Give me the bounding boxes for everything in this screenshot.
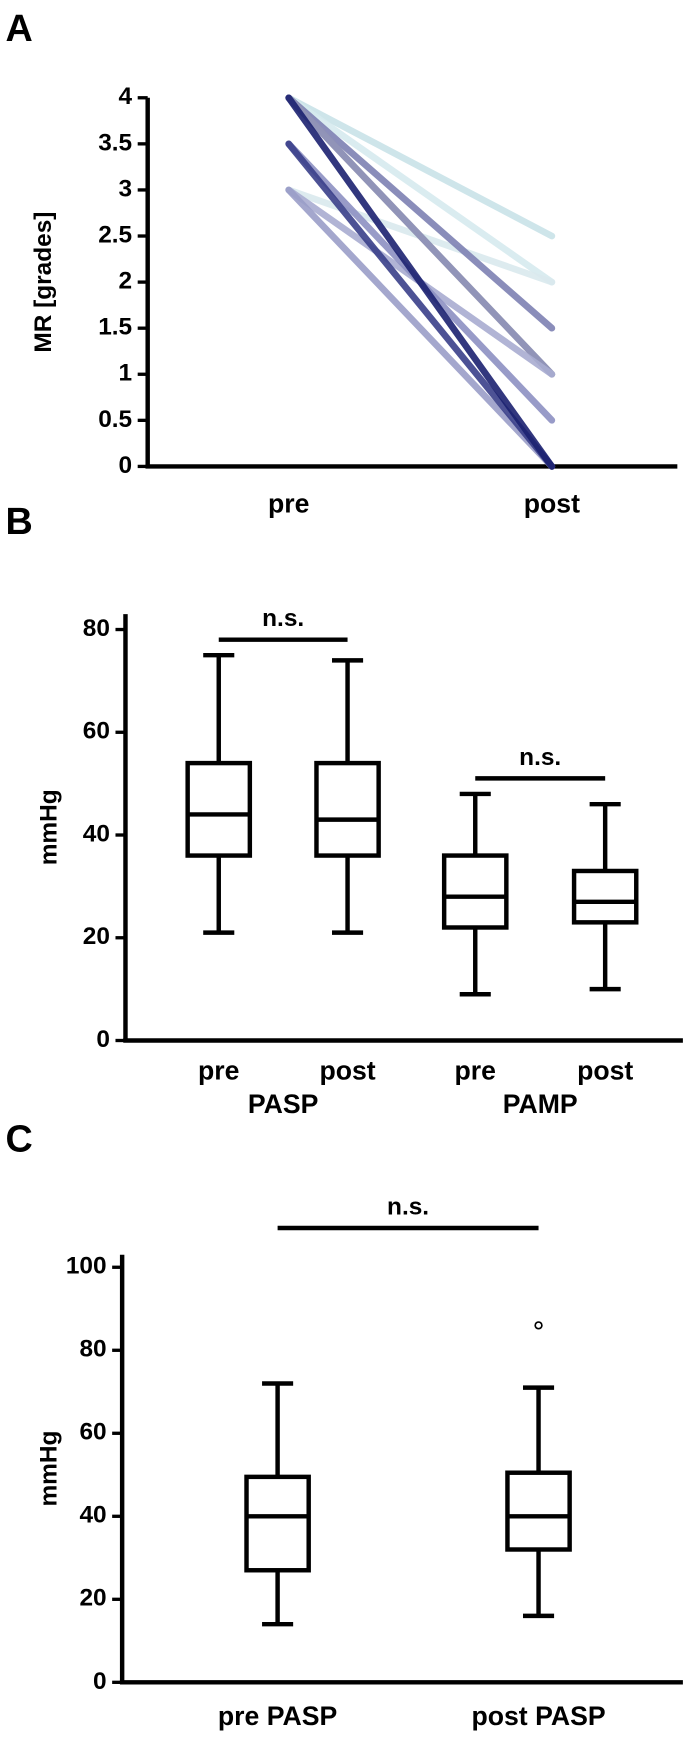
x-tick-label: post [319,1056,375,1086]
y-tick-label: 20 [83,923,110,950]
box [441,853,509,930]
pair-line [285,94,556,470]
y-tick-label: 0 [96,1026,110,1053]
y-tick-label: 20 [79,1585,106,1612]
y-tick-label: 80 [79,1336,106,1363]
x-tick-label: pre PASP [218,1701,337,1731]
pair-line [285,140,556,470]
x-tick-label: post [577,1056,633,1086]
pair-line [285,94,556,286]
pair-line [285,94,556,332]
y-tick-label: 80 [83,615,110,642]
y-axis-label: MR [grades] [30,212,57,353]
y-tick-label: 4 [119,83,133,110]
x-tick-label: pre [268,488,309,518]
pair-line [285,94,556,240]
group-label: PASP [248,1089,319,1119]
panel-label: C [6,1118,33,1160]
box [185,760,253,858]
box [571,868,639,925]
x-tick-label: pre [198,1056,239,1086]
y-tick-label: 0 [119,452,133,479]
panel-label: B [6,500,33,542]
annotation: n.s. [519,744,561,771]
y-axis-label: mmHg [35,1431,62,1507]
y-axis-label: mmHg [35,789,62,865]
y-tick-label: 1.5 [98,314,132,341]
outlier [534,1321,543,1330]
annotation: n.s. [262,605,304,632]
y-tick-label: 3.5 [98,129,132,156]
y-tick-label: 2.5 [98,221,132,248]
y-tick-label: 2 [119,268,133,295]
panel-label: A [6,7,33,49]
y-tick-label: 0 [93,1668,107,1695]
pair-line [285,186,556,470]
y-tick-label: 40 [83,820,110,847]
box [505,1470,572,1552]
box [244,1474,311,1573]
x-tick-label: post PASP [471,1701,605,1731]
y-tick-label: 40 [79,1502,106,1529]
y-tick-label: 3 [119,175,133,202]
x-tick-label: pre [455,1056,496,1086]
y-tick-label: 100 [66,1253,107,1280]
x-tick-label: post [524,488,580,518]
y-tick-label: 1 [119,360,133,387]
pair-line [285,94,556,378]
annotation: n.s. [387,1193,429,1220]
y-tick-label: 60 [83,718,110,745]
group-label: PAMP [503,1089,578,1119]
y-tick-label: 0.5 [98,406,132,433]
y-tick-label: 60 [79,1419,106,1446]
box [314,760,381,858]
